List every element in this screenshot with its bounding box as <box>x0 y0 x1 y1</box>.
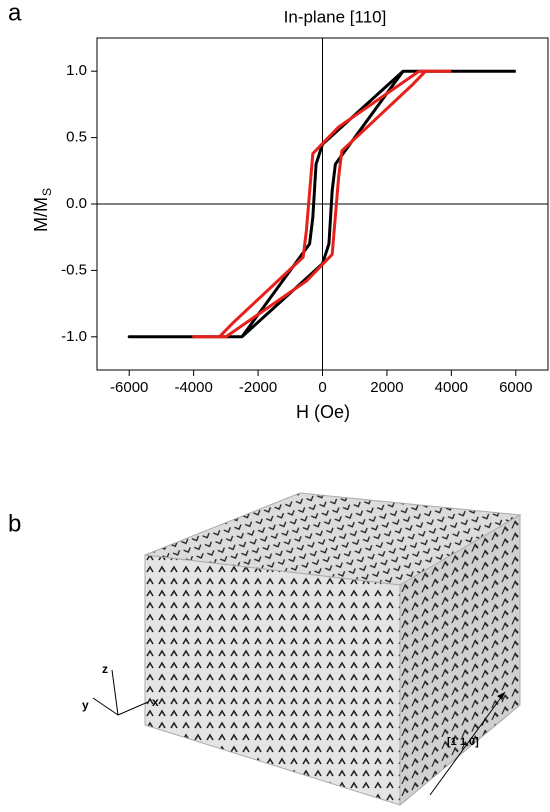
direction-label: [1 1 0] <box>447 736 479 748</box>
axis-label: z <box>102 662 108 676</box>
hysteresis-loop <box>192 69 452 339</box>
panel-label: b <box>8 510 21 537</box>
x-tick-label: 4000 <box>435 379 468 396</box>
panel-label: a <box>8 0 22 26</box>
chart-title: In-plane [110] <box>284 7 387 26</box>
direction-arrowhead <box>497 692 505 700</box>
x-tick-label: -6000 <box>110 379 148 396</box>
x-tick-label: 2000 <box>370 379 403 396</box>
y-axis-label-subscript: S <box>40 188 54 196</box>
cube-side <box>399 514 521 807</box>
x-tick-label: 0 <box>318 379 326 396</box>
axis-label: y <box>82 698 89 712</box>
x-tick-label: -4000 <box>174 379 212 396</box>
axis-triad <box>92 669 149 716</box>
y-tick-label: 0.5 <box>66 129 87 146</box>
axis-label: x <box>152 695 159 709</box>
y-tick-label: 1.0 <box>66 62 87 79</box>
y-tick-label: -1.0 <box>61 328 87 345</box>
x-tick-label: 6000 <box>499 379 532 396</box>
y-axis-label: M/M <box>31 197 51 232</box>
y-axis-label-group: M/M S <box>31 188 54 232</box>
x-axis-label: H (Oe) <box>296 402 350 422</box>
y-tick-label: -0.5 <box>61 261 87 278</box>
cube-front <box>144 554 401 806</box>
y-tick-label: 0.0 <box>66 195 87 212</box>
direction-arrow <box>429 691 506 796</box>
x-tick-label: -2000 <box>239 379 277 396</box>
hysteresis-loop <box>127 69 516 339</box>
